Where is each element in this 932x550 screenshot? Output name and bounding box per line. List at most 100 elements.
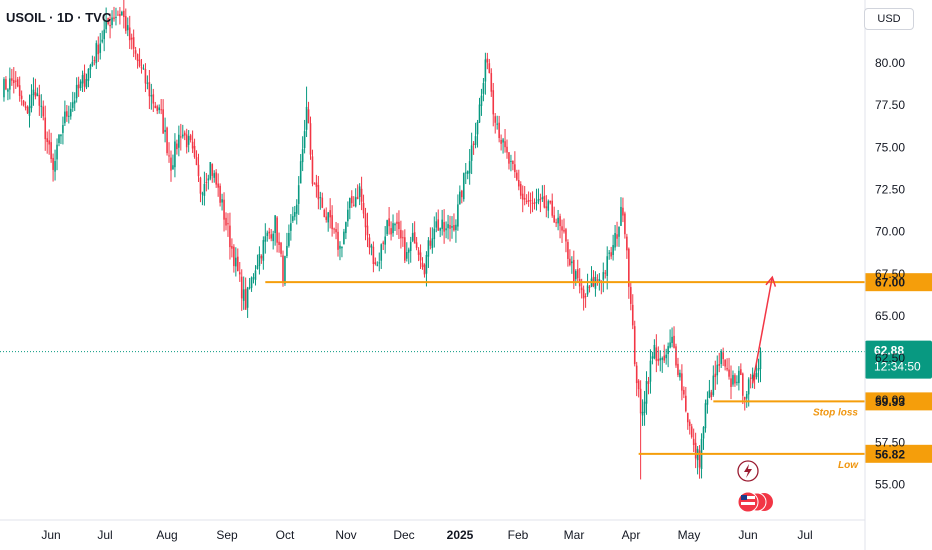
time-tick-label: Mar [564,528,585,542]
candle [738,366,740,391]
candle [574,269,577,286]
candle [494,113,497,134]
candle [79,79,82,91]
candle [195,150,198,166]
candle [164,117,166,143]
candle-body [728,369,730,377]
candle [321,192,324,209]
time-tick-label: May [678,528,701,542]
candle [661,356,664,373]
candle [390,221,392,241]
candle [337,223,339,257]
candle-body [191,141,194,149]
level-price-label: 56.82 [875,447,905,461]
candle-body [87,68,90,81]
candle [128,15,131,49]
candle [77,76,80,97]
candle [319,191,322,210]
candle [653,339,656,360]
candle-body [382,242,385,244]
candle [431,227,434,254]
candle [461,189,463,204]
candle-body [205,182,208,184]
candle [439,227,441,238]
price-levels: 62.88 12:34:50 67.00 59.93 Stop loss 56.82 Low [0,273,932,471]
candle [409,236,412,263]
candle [496,115,498,130]
candle-body [665,354,667,359]
candle-body [580,287,583,291]
candle [134,46,137,60]
candle-body [508,152,510,164]
candle-body [203,184,206,196]
candle [594,271,597,297]
candle [541,185,544,202]
candle-body [148,82,151,97]
candle-body [52,157,54,170]
candle-body [77,84,80,89]
candle-body [258,254,261,266]
candle [506,139,508,159]
candle [105,7,107,34]
candle-body [360,188,363,202]
candle [132,29,135,58]
candle-body [121,11,123,16]
candle-body [468,161,471,174]
candle [692,428,695,453]
candle [486,52,489,70]
candle [545,195,548,218]
candle-body [199,177,202,194]
candle [85,73,88,90]
candle-body [329,210,331,218]
candle-body [16,79,19,87]
candle-body [480,95,483,106]
candle-body [659,358,662,361]
candle [539,193,542,213]
candle-body [99,43,102,53]
candle [533,198,536,210]
candle-body [111,17,113,26]
candle [655,334,658,373]
candle-body [517,180,520,187]
candle-body [264,236,267,242]
candle [335,221,337,240]
time-tick-label: Jun [41,528,60,542]
candle-body [630,287,632,304]
candle-body [506,146,508,153]
candle-body [309,123,312,155]
candle-body [757,368,760,371]
level-price-label: 67.00 [875,276,905,290]
candle [323,208,326,218]
candle-body [514,164,516,173]
candle [34,78,37,100]
candle-body [392,223,394,234]
candle-body [325,216,328,220]
candle-body [217,183,219,188]
candle [242,276,245,310]
candle-body [5,79,7,90]
candle [645,371,648,415]
flag-icon [737,491,773,513]
candle-body [588,286,591,288]
currency-button[interactable]: USD [864,8,914,30]
candle [191,130,194,154]
candle-body [661,358,664,360]
candle [305,86,308,138]
candle-body [331,215,333,230]
candle-body [443,222,445,232]
candle-body [69,108,72,117]
candle [643,390,646,426]
candle-body [459,191,461,205]
candle-body [398,221,400,230]
candle-body [404,237,406,261]
candle-body [455,224,457,231]
candle-body [521,193,524,200]
candle [451,216,453,239]
symbol-title[interactable]: USOIL · 1D · TVC [6,10,112,25]
candle-body [213,173,216,178]
candle-body [244,289,247,310]
candle [250,276,253,292]
candle-body [56,144,58,160]
candle [71,91,74,112]
